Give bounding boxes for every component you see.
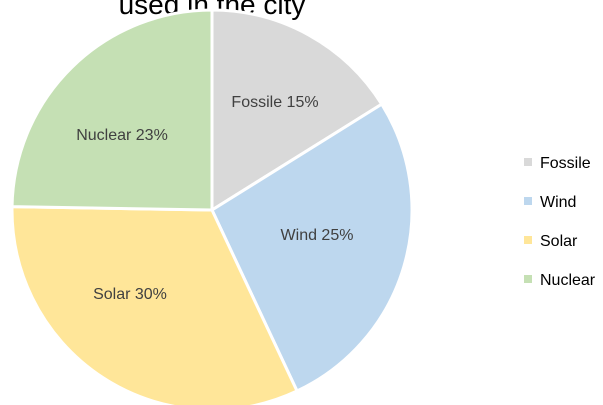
pie-slice-solar <box>10 205 299 405</box>
slice-label-fossile: Fossile 15% <box>231 94 318 111</box>
legend-swatch-wind <box>524 197 532 205</box>
pie-slices <box>10 8 414 405</box>
legend-swatch-fossile <box>524 158 532 166</box>
legend-swatch-solar <box>524 236 532 244</box>
pie-slice-wind <box>210 102 414 393</box>
pie-slice-fossile <box>210 8 384 212</box>
pie-slice-nuclear <box>10 8 214 212</box>
slice-label-nuclear: Nuclear 23% <box>76 127 168 144</box>
pie-slice-labels: Fossile 15% Wind 25% Solar 30% Nuclear 2… <box>76 94 353 303</box>
chart-legend: Fossile Wind Solar Nuclear <box>524 155 596 289</box>
legend-label-fossile: Fossile <box>540 155 591 172</box>
slice-label-wind: Wind 25% <box>281 227 354 244</box>
slice-label-solar: Solar 30% <box>93 286 167 303</box>
legend-label-nuclear: Nuclear <box>540 272 596 289</box>
legend-label-solar: Solar <box>540 233 578 250</box>
legend-label-wind: Wind <box>540 194 576 211</box>
legend-swatch-nuclear <box>524 275 532 283</box>
